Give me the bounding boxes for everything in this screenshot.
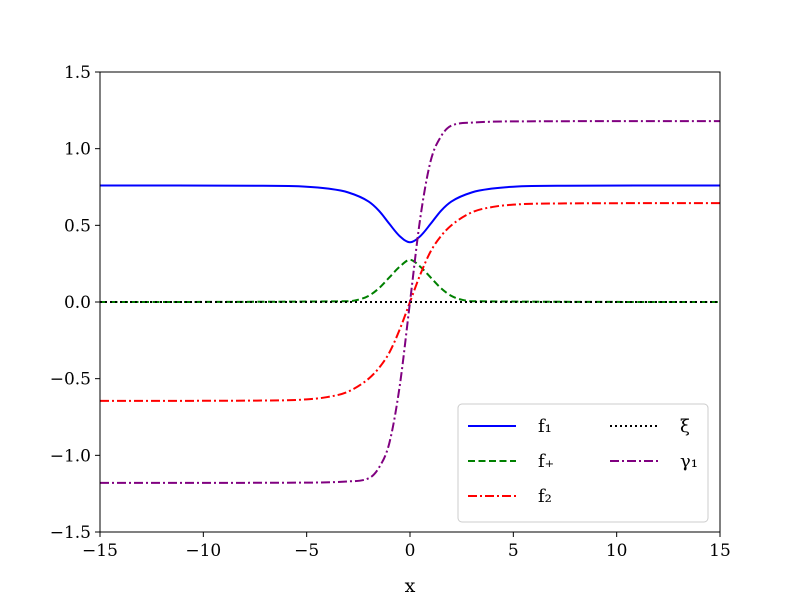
legend: f₁ f₊ f₂ ξ γ₁ bbox=[457, 403, 709, 523]
series-2-legend-label: f₊ bbox=[538, 451, 554, 472]
x-tick-label: −15 bbox=[82, 541, 118, 561]
x-tick-label: 10 bbox=[606, 541, 628, 561]
x-axis: −15 −10 −5 0 5 10 15 bbox=[82, 532, 731, 561]
legend-frame bbox=[457, 403, 709, 523]
y-tick-label: −1.0 bbox=[50, 446, 91, 466]
series-2-line bbox=[99, 258, 721, 303]
y-tick-label: 0.0 bbox=[64, 293, 91, 313]
x-tick-label: 15 bbox=[709, 541, 731, 561]
series-5-line bbox=[99, 120, 721, 484]
plot-area bbox=[99, 71, 721, 533]
x-tick-label: −5 bbox=[294, 541, 319, 561]
y-tick-label: −0.5 bbox=[50, 370, 91, 390]
series-3-legend-label: f₂ bbox=[538, 486, 552, 507]
series-1-legend-label: f₁ bbox=[538, 416, 552, 437]
y-tick-label: 0.5 bbox=[64, 216, 91, 236]
x-axis-label: x bbox=[405, 575, 416, 597]
y-tick-label: 1.5 bbox=[64, 63, 91, 83]
y-tick-label: −1.5 bbox=[50, 523, 91, 543]
series-1-line bbox=[99, 184, 721, 244]
series-5-legend-label: γ₁ bbox=[680, 451, 698, 472]
y-tick-label: 1.0 bbox=[64, 140, 91, 160]
y-axis: −1.5 −1.0 −0.5 0.0 0.5 1.0 1.5 bbox=[50, 63, 100, 543]
x-tick-label: 5 bbox=[508, 541, 519, 561]
x-tick-label: −10 bbox=[185, 541, 221, 561]
x-tick-label: 0 bbox=[405, 541, 416, 561]
series-4-legend-label: ξ bbox=[680, 416, 690, 437]
series-layer bbox=[99, 120, 721, 484]
